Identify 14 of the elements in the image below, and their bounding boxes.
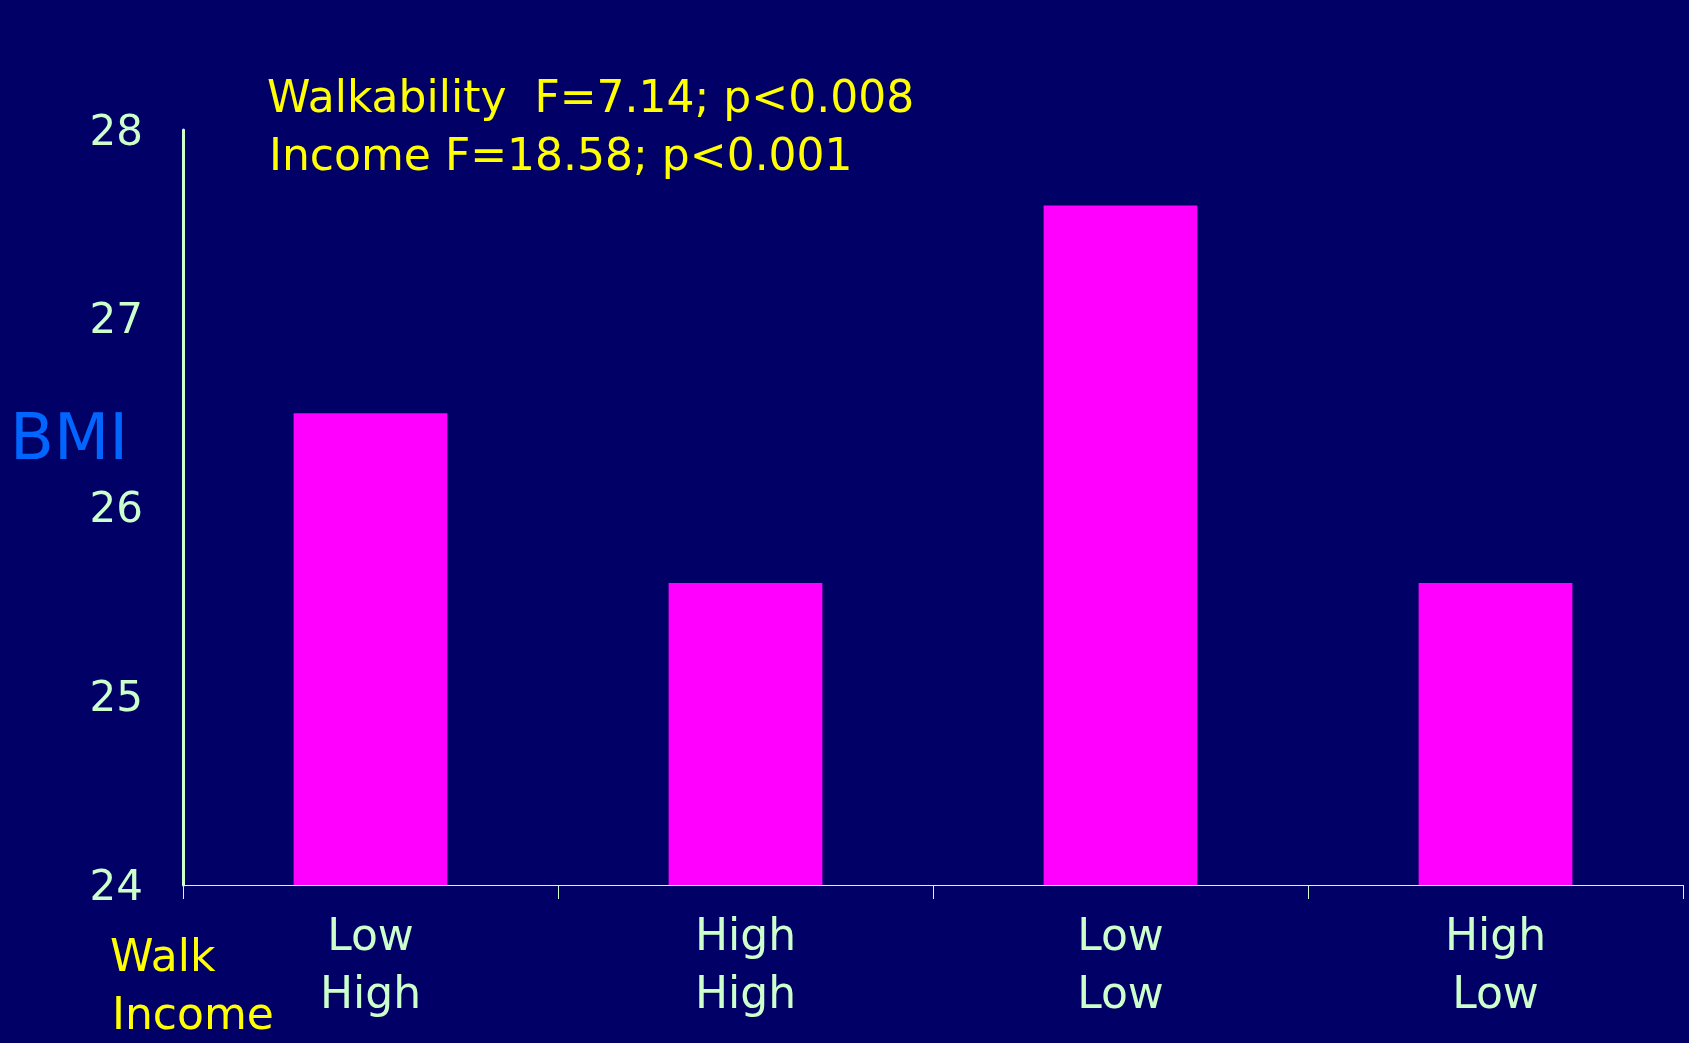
y-tick-label: 24 — [89, 860, 143, 910]
y-tick-label: 26 — [89, 483, 143, 532]
annotation: Income F=18.58; p<0.001 — [269, 128, 853, 180]
y-tick-label: 27 — [89, 294, 143, 344]
x-tick-label: Low High — [319, 908, 422, 1018]
y-axis-title: BMI — [10, 400, 128, 474]
x-tick-label: High High — [694, 908, 797, 1018]
text: Walkability F=7.14; p<0.008 — [267, 70, 915, 122]
y-tick-label: 25 — [89, 671, 143, 721]
text: Walk — [110, 929, 216, 981]
y-tick-label: 28 — [89, 105, 143, 155]
x-tick-label: High Low — [1444, 908, 1547, 1018]
text: Income — [112, 987, 274, 1039]
x-tick-label: Low Low — [1077, 908, 1164, 1018]
